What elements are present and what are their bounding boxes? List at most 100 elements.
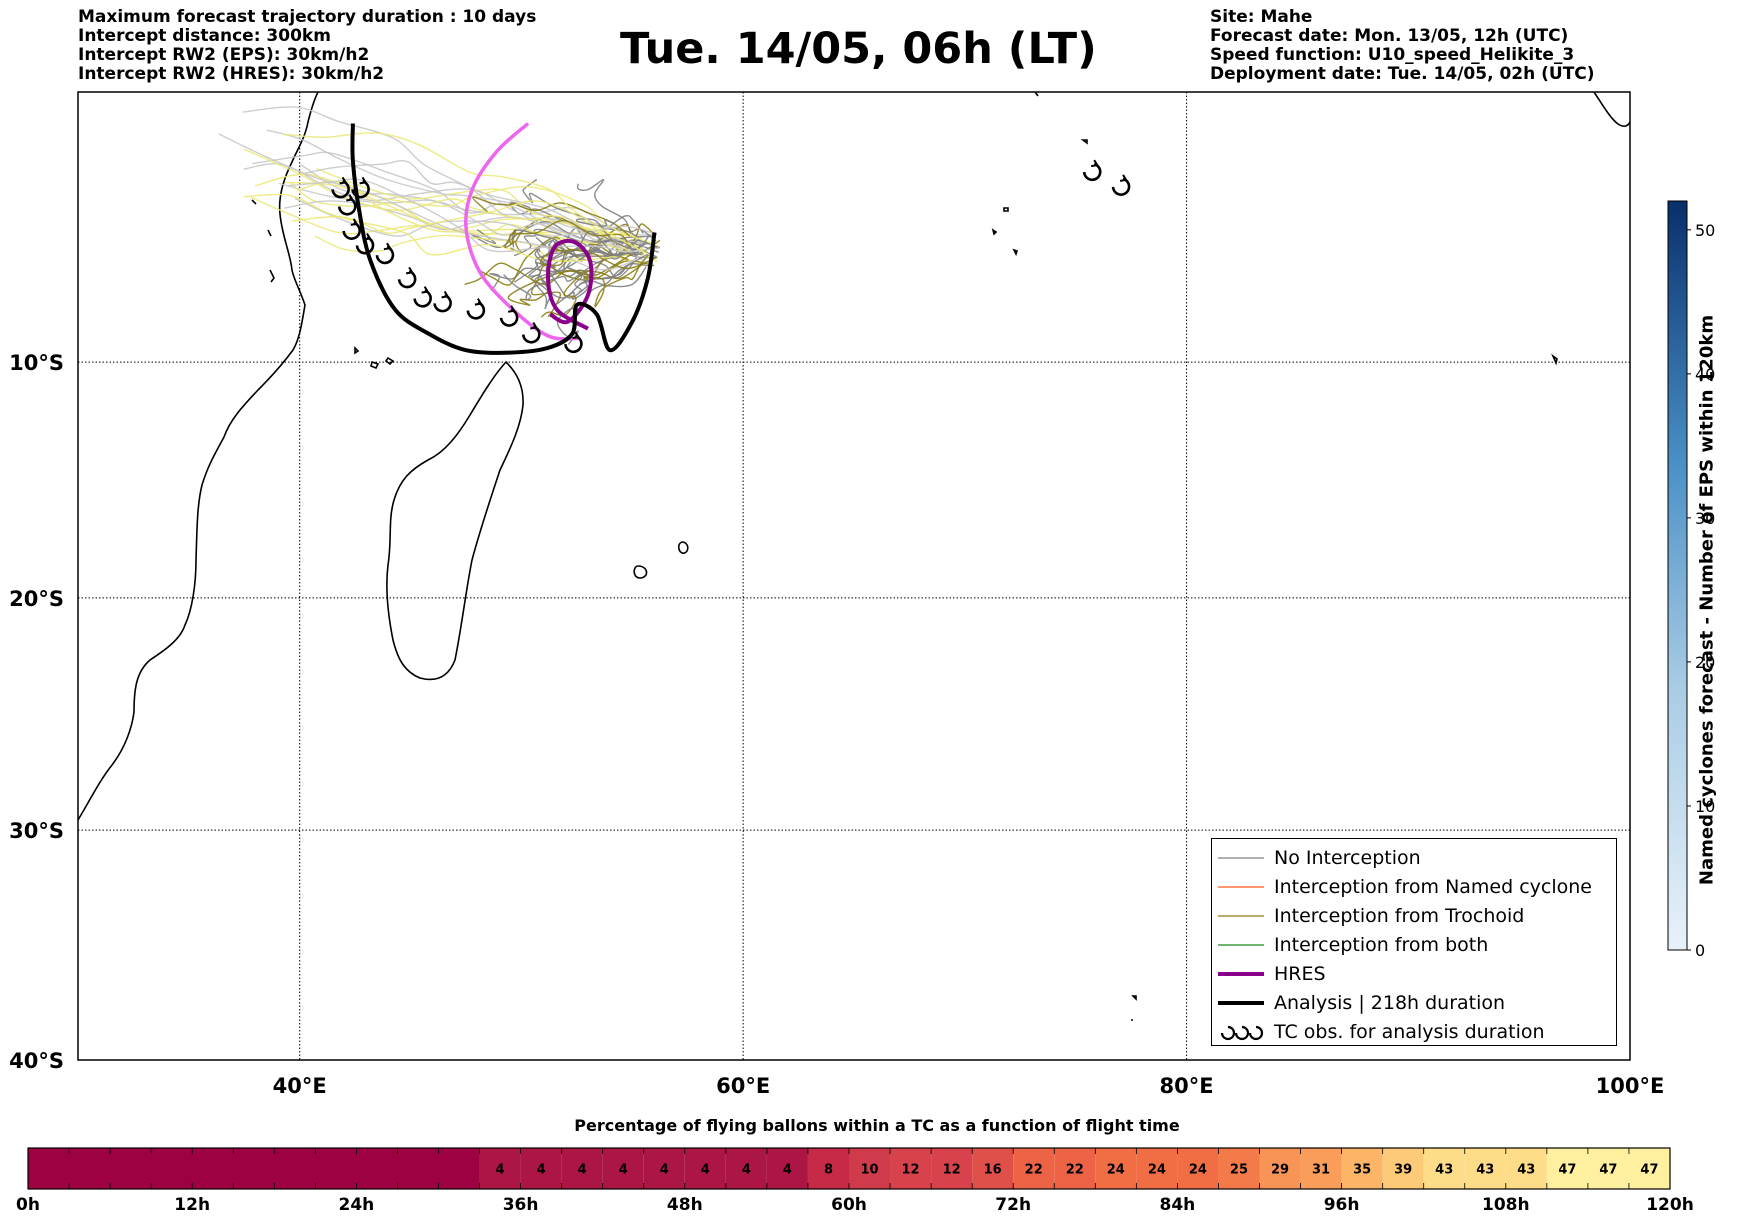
percentage-cell xyxy=(643,1148,685,1189)
seychelles-islands xyxy=(991,207,1019,257)
percentage-cell-label: 31 xyxy=(1312,1163,1330,1178)
percentage-bar-ticks xyxy=(68,1148,1630,1189)
legend-label: No Interception xyxy=(1274,847,1421,869)
tc-obs-marker-icon xyxy=(521,322,541,344)
lon-tick-label: 100°E xyxy=(1596,1074,1665,1098)
time-tick-label: 60h xyxy=(831,1195,867,1215)
gridlines xyxy=(78,92,1630,1060)
percentage-cell xyxy=(1300,1148,1342,1189)
time-tick-label: 108h xyxy=(1482,1195,1530,1215)
tc-obs-markers xyxy=(331,159,1131,354)
tc-obs-symbol-icon xyxy=(1218,1023,1264,1041)
forecast-date-text: Forecast date: Mon. 13/05, 12h (UTC) xyxy=(1210,26,1569,46)
tc-obs-marker-icon xyxy=(499,305,519,327)
tc-obs-marker-icon xyxy=(413,286,432,308)
percentage-cell-label: 39 xyxy=(1394,1163,1412,1178)
colorbar-tick-label: 50 xyxy=(1695,221,1715,240)
legend-label: Interception from Trochoid xyxy=(1274,905,1525,927)
intercept-eps-text: Intercept RW2 (EPS): 30km/h2 xyxy=(78,45,370,65)
percentage-cell-label: 4 xyxy=(742,1163,751,1178)
eps-member-track xyxy=(476,223,632,286)
percentage-cell-label: 47 xyxy=(1640,1163,1658,1178)
percentage-cell xyxy=(931,1148,973,1189)
percentage-cell-label: 29 xyxy=(1271,1163,1289,1178)
africa-coastline xyxy=(78,92,319,821)
percentage-bar-title: Percentage of flying ballons within a TC… xyxy=(574,1116,1180,1135)
eps-member-track xyxy=(218,133,639,271)
percentage-cell-label: 43 xyxy=(1517,1163,1535,1178)
eps-member-track xyxy=(464,254,631,286)
percentage-cell-label: 43 xyxy=(1435,1163,1453,1178)
colorbar: 0 10 20 30 40 50 xyxy=(1667,200,1715,960)
percentage-cell xyxy=(1587,1148,1629,1189)
speed-function-text: Speed function: U10_speed_Helikite_3 xyxy=(1210,45,1575,65)
percentage-cell xyxy=(1054,1148,1096,1189)
percentage-cell xyxy=(1259,1148,1301,1189)
percentage-cell-label: 10 xyxy=(860,1163,878,1178)
percentage-cell-label: 4 xyxy=(537,1163,546,1178)
eps-member-track xyxy=(281,132,652,257)
legend-item-tc-obs: TC obs. for analysis duration xyxy=(1218,1018,1545,1046)
analysis-track xyxy=(350,123,657,355)
percentage-cell-label: 4 xyxy=(578,1163,587,1178)
legend-item-analysis: Analysis | 218h duration xyxy=(1218,989,1505,1017)
percentage-cell xyxy=(1546,1148,1588,1189)
eps-member-track xyxy=(252,151,652,266)
header-right-info: Site: Mahe Forecast date: Mon. 13/05, 12… xyxy=(1210,8,1595,84)
percentage-cell-label: 4 xyxy=(660,1163,669,1178)
tc-obs-marker-icon xyxy=(1111,174,1131,196)
tc-obs-marker-icon xyxy=(1082,159,1102,182)
tc-obs-marker-icon xyxy=(342,218,361,240)
percentage-bar: 4 4 4 4 4 4 4 4 8 10 12 12 16 22 22 24 24 24 25 29 31 35 39 43 4… xyxy=(27,1147,1671,1190)
percentage-cell xyxy=(766,1148,808,1189)
colorbar-tick-label: 30 xyxy=(1695,509,1715,528)
map-frame xyxy=(77,91,1631,1061)
percentage-cell-label: 4 xyxy=(496,1163,505,1178)
percentage-cell-label: 16 xyxy=(984,1163,1002,1178)
percentage-cell-label: 12 xyxy=(943,1163,961,1178)
header-left-info: Maximum forecast trajectory duration : 1… xyxy=(78,8,536,84)
legend-label: Interception from both xyxy=(1274,934,1489,956)
eps-member-track xyxy=(303,159,642,256)
percentage-cell xyxy=(602,1148,644,1189)
percentage-cell xyxy=(725,1148,767,1189)
percentage-cell-label: 35 xyxy=(1353,1163,1371,1178)
eps-member-track xyxy=(291,200,631,253)
percentage-cell xyxy=(684,1148,726,1189)
deployment-date-text: Deployment date: Tue. 14/05, 02h (UTC) xyxy=(1210,64,1595,84)
time-tick-label: 84h xyxy=(1159,1195,1196,1215)
reunion-island xyxy=(633,565,648,579)
map-area[interactable]: 40°E 60°E 80°E 100°E 10°S 20°S 30°S 40°S xyxy=(9,91,1664,1098)
page-title: Tue. 14/05, 06h (LT) xyxy=(620,24,1097,74)
percentage-cell xyxy=(479,1148,521,1189)
eps-member-track xyxy=(576,178,657,242)
tc-obs-marker-icon xyxy=(466,298,486,320)
lat-tick-label: 30°S xyxy=(9,819,64,843)
comoros-islands xyxy=(354,346,395,370)
axis-tick-labels: 40°E 60°E 80°E 100°E 10°S 20°S 30°S 40°S xyxy=(9,351,1664,1098)
percentage-cell xyxy=(1136,1148,1178,1189)
legend-label: Analysis | 218h duration xyxy=(1274,992,1506,1014)
tc-obs-marker-icon xyxy=(397,266,417,289)
legend-label: TC obs. for analysis duration xyxy=(1274,1021,1545,1043)
percentage-cell xyxy=(1382,1148,1424,1189)
eps-member-track xyxy=(285,181,628,254)
percentage-cell xyxy=(1423,1148,1465,1189)
eps-member-track xyxy=(539,249,658,270)
eps-member-track xyxy=(472,196,630,237)
tc-obs-marker-icon xyxy=(433,290,452,313)
lon-tick-label: 60°E xyxy=(716,1074,770,1098)
max-duration-text: Maximum forecast trajectory duration : 1… xyxy=(78,7,537,27)
east-islands xyxy=(1131,353,1558,1021)
colorbar-tick-label: 0 xyxy=(1695,941,1705,960)
tc-obs-marker-icon xyxy=(331,176,350,199)
percentage-cell xyxy=(807,1148,849,1189)
percentage-cell xyxy=(28,1148,480,1189)
tc-obs-marker-icon xyxy=(351,176,370,199)
percentage-cell-label: 24 xyxy=(1107,1163,1125,1178)
time-tick-label: 48h xyxy=(666,1195,703,1215)
intercept-hres-text: Intercept RW2 (HRES): 30km/h2 xyxy=(78,64,385,84)
percentage-cell-label: 24 xyxy=(1148,1163,1166,1178)
legend-item-trochoid: Interception from Trochoid xyxy=(1218,902,1524,930)
